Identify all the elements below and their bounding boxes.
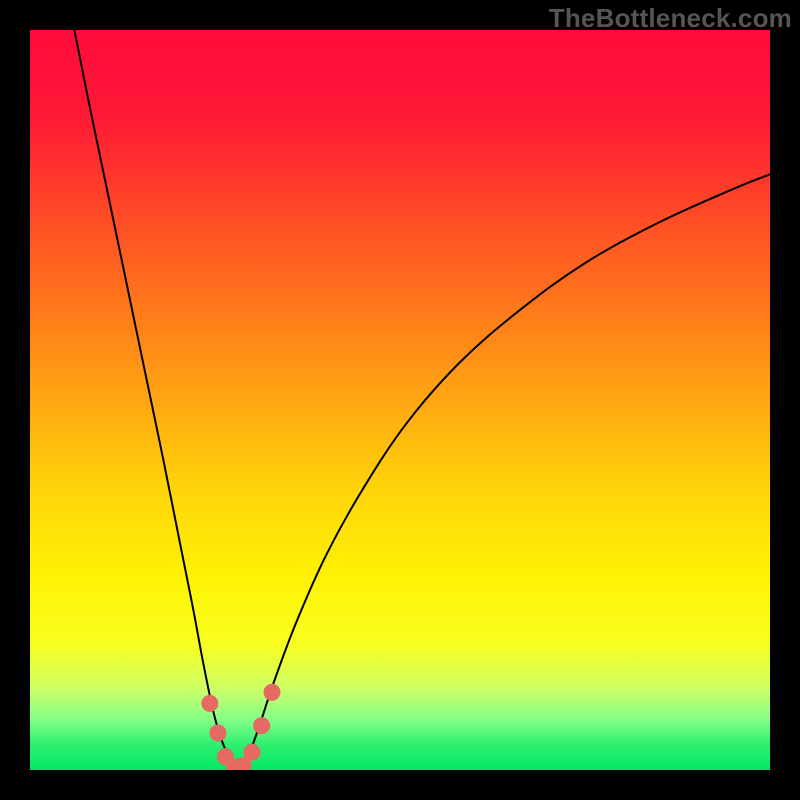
data-marker (264, 684, 280, 700)
data-marker (202, 695, 218, 711)
watermark-text: TheBottleneck.com (549, 3, 792, 34)
chart-svg (30, 30, 770, 770)
data-marker (210, 725, 226, 741)
chart-background (30, 30, 770, 770)
data-marker (254, 718, 270, 734)
plot-area (30, 30, 770, 770)
data-marker (244, 744, 260, 760)
